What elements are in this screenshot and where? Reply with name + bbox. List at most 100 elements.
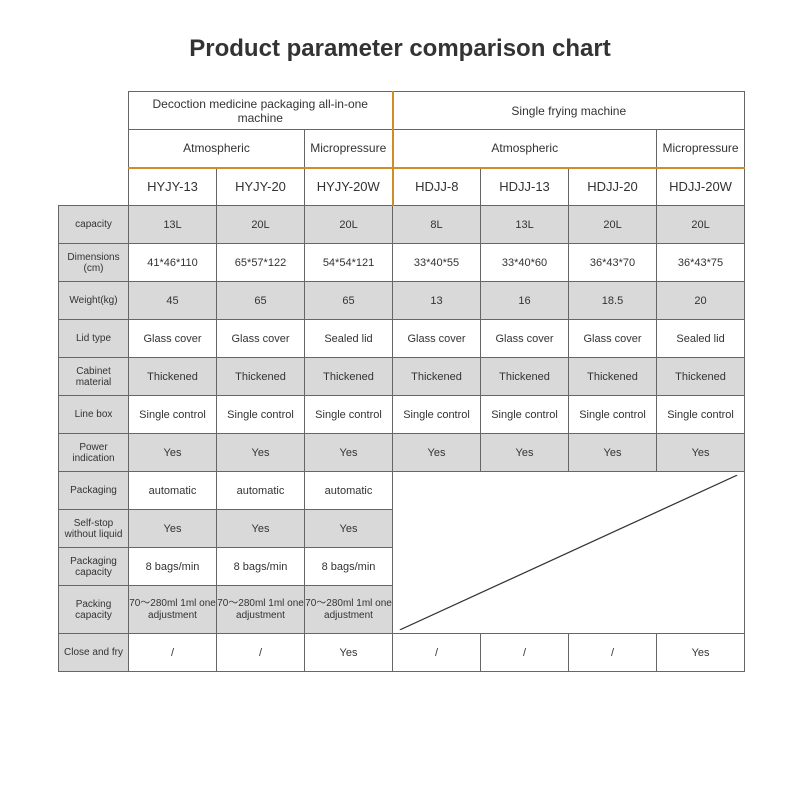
model-row: HYJY-13 HYJY-20 HYJY-20W HDJJ-8 HDJJ-13 … bbox=[59, 168, 745, 206]
cell: Thickened bbox=[393, 358, 481, 396]
cell: Sealed lid bbox=[657, 320, 745, 358]
group-header-row: Decoction medicine packaging all-in-one … bbox=[59, 92, 745, 130]
cell: Glass cover bbox=[393, 320, 481, 358]
table-row: Power indication Yes Yes Yes Yes Yes Yes… bbox=[59, 434, 745, 472]
cell: Glass cover bbox=[129, 320, 217, 358]
cell: / bbox=[393, 634, 481, 672]
param-label: capacity bbox=[59, 206, 129, 244]
cell: 20L bbox=[305, 206, 393, 244]
page-title: Product parameter comparison chart bbox=[0, 0, 800, 91]
cell: Yes bbox=[129, 510, 217, 548]
cell: Thickened bbox=[217, 358, 305, 396]
cell: / bbox=[481, 634, 569, 672]
cell: 20L bbox=[569, 206, 657, 244]
cell: Yes bbox=[481, 434, 569, 472]
cell: Single control bbox=[657, 396, 745, 434]
cell: 36*43*70 bbox=[569, 244, 657, 282]
cell: Glass cover bbox=[217, 320, 305, 358]
slash-icon bbox=[393, 472, 744, 633]
cell: 70～280ml 1ml one adjustment bbox=[129, 586, 217, 634]
diagonal-na-cell bbox=[393, 472, 745, 634]
table-row: Packaging automatic automatic automatic bbox=[59, 472, 745, 510]
cell: 8 bags/min bbox=[217, 548, 305, 586]
table-row: Lid type Glass cover Glass cover Sealed … bbox=[59, 320, 745, 358]
param-label: Packing capacity bbox=[59, 586, 129, 634]
cell: Thickened bbox=[481, 358, 569, 396]
param-label: Close and fry bbox=[59, 634, 129, 672]
model-cell: HDJJ-8 bbox=[393, 168, 481, 206]
param-label: Packaging capacity bbox=[59, 548, 129, 586]
cell: Thickened bbox=[129, 358, 217, 396]
cell: 16 bbox=[481, 282, 569, 320]
cell: 8 bags/min bbox=[129, 548, 217, 586]
cell: 8L bbox=[393, 206, 481, 244]
table-row: Close and fry / / Yes / / / Yes bbox=[59, 634, 745, 672]
model-cell: HYJY-20W bbox=[305, 168, 393, 206]
group-header: Decoction medicine packaging all-in-one … bbox=[129, 92, 393, 130]
corner-blank bbox=[59, 92, 129, 206]
group-header: Single frying machine bbox=[393, 92, 745, 130]
sub-header: Atmospheric bbox=[393, 130, 657, 168]
cell: 36*43*75 bbox=[657, 244, 745, 282]
cell: 65 bbox=[217, 282, 305, 320]
param-label: Dimensions (cm) bbox=[59, 244, 129, 282]
cell: 33*40*55 bbox=[393, 244, 481, 282]
param-label: Power indication bbox=[59, 434, 129, 472]
cell: Thickened bbox=[569, 358, 657, 396]
cell: / bbox=[569, 634, 657, 672]
cell: 41*46*110 bbox=[129, 244, 217, 282]
cell: automatic bbox=[305, 472, 393, 510]
model-cell: HDJJ-13 bbox=[481, 168, 569, 206]
cell: automatic bbox=[217, 472, 305, 510]
cell: / bbox=[129, 634, 217, 672]
cell: 20L bbox=[217, 206, 305, 244]
cell: Single control bbox=[393, 396, 481, 434]
cell: Glass cover bbox=[569, 320, 657, 358]
cell: 20 bbox=[657, 282, 745, 320]
param-label: Packaging bbox=[59, 472, 129, 510]
model-cell: HYJY-20 bbox=[217, 168, 305, 206]
table-row: Weight(kg) 45 65 65 13 16 18.5 20 bbox=[59, 282, 745, 320]
model-cell: HDJJ-20 bbox=[569, 168, 657, 206]
cell: Glass cover bbox=[481, 320, 569, 358]
cell: Single control bbox=[481, 396, 569, 434]
cell: 20L bbox=[657, 206, 745, 244]
model-cell: HDJJ-20W bbox=[657, 168, 745, 206]
cell: 45 bbox=[129, 282, 217, 320]
param-label: Lid type bbox=[59, 320, 129, 358]
table-row: capacity 13L 20L 20L 8L 13L 20L 20L bbox=[59, 206, 745, 244]
cell: 65 bbox=[305, 282, 393, 320]
cell: 70～280ml 1ml one adjustment bbox=[217, 586, 305, 634]
cell: 13L bbox=[129, 206, 217, 244]
cell: Yes bbox=[129, 434, 217, 472]
param-label: Weight(kg) bbox=[59, 282, 129, 320]
cell: 18.5 bbox=[569, 282, 657, 320]
cell: 70～280ml 1ml one adjustment bbox=[305, 586, 393, 634]
param-label: Self-stop without liquid bbox=[59, 510, 129, 548]
cell: Single control bbox=[129, 396, 217, 434]
cell: Thickened bbox=[657, 358, 745, 396]
sub-header: Atmospheric bbox=[129, 130, 305, 168]
model-cell: HYJY-13 bbox=[129, 168, 217, 206]
cell: / bbox=[217, 634, 305, 672]
cell: 33*40*60 bbox=[481, 244, 569, 282]
sub-header-row: Atmospheric Micropressure Atmospheric Mi… bbox=[59, 130, 745, 168]
cell: 13L bbox=[481, 206, 569, 244]
cell: 13 bbox=[393, 282, 481, 320]
param-label: Cabinet material bbox=[59, 358, 129, 396]
comparison-table-container: Decoction medicine packaging all-in-one … bbox=[0, 91, 800, 672]
comparison-table: Decoction medicine packaging all-in-one … bbox=[58, 91, 745, 672]
cell: Sealed lid bbox=[305, 320, 393, 358]
cell: Yes bbox=[305, 434, 393, 472]
cell: Single control bbox=[569, 396, 657, 434]
param-label: Line box bbox=[59, 396, 129, 434]
cell: Yes bbox=[657, 634, 745, 672]
cell: 65*57*122 bbox=[217, 244, 305, 282]
cell: Single control bbox=[305, 396, 393, 434]
cell: Thickened bbox=[305, 358, 393, 396]
table-row: Cabinet material Thickened Thickened Thi… bbox=[59, 358, 745, 396]
table-row: Line box Single control Single control S… bbox=[59, 396, 745, 434]
cell: automatic bbox=[129, 472, 217, 510]
cell: Yes bbox=[393, 434, 481, 472]
cell: Yes bbox=[305, 634, 393, 672]
